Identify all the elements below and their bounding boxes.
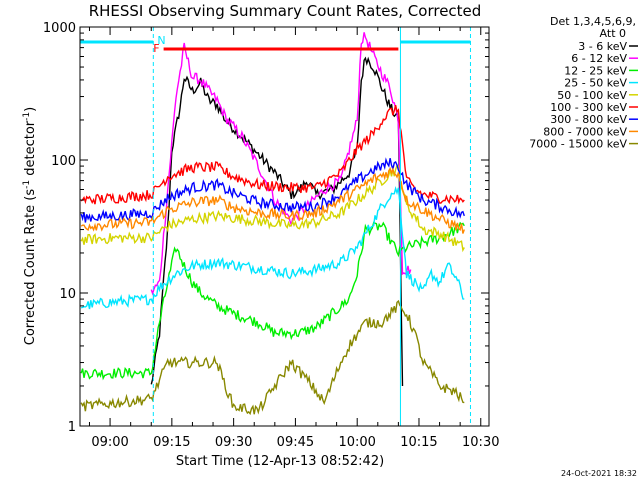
y-tick-label-1: 10 xyxy=(59,287,76,302)
x-tick-label-0: 09:00 xyxy=(91,435,128,450)
y-axis-label: Corrected Count Rate (s-1 detector-1) xyxy=(22,107,38,345)
y-tick-label-0: 1 xyxy=(68,420,76,435)
plot-frame xyxy=(79,26,490,427)
legend-entry-6: 300 - 800 keV xyxy=(550,113,627,126)
timestamp: 24-Oct-2021 18:32 xyxy=(561,469,637,478)
x-axis-label: Start Time (12-Apr-13 08:52:42) xyxy=(176,454,384,469)
legend-entry-1: 6 - 12 keV xyxy=(571,52,627,65)
chart-title: RHESSI Observing Summary Count Rates, Co… xyxy=(89,2,482,20)
y-axis: 1 10 100 1000 xyxy=(43,21,489,435)
y-tick-label-3: 1000 xyxy=(43,21,76,36)
x-axis: 09:00 09:15 09:30 09:45 10:00 10:15 10:30 xyxy=(88,27,499,450)
flare-flag-label: F xyxy=(153,42,159,55)
legend-entry-8: 7000 - 15000 keV xyxy=(529,138,627,151)
legend-entry-5: 100 - 300 keV xyxy=(550,101,627,114)
legend-entry-2: 12 - 25 keV xyxy=(564,64,627,77)
legend-header-line-2: Att 0 xyxy=(600,27,626,40)
x-tick-label-4: 10:00 xyxy=(338,435,375,450)
y-tick-label-2: 100 xyxy=(51,154,76,169)
night-flag-label: N xyxy=(157,34,165,47)
x-tick-label-1: 09:15 xyxy=(153,435,190,450)
x-tick-label-2: 09:30 xyxy=(215,435,252,450)
x-tick-label-5: 10:15 xyxy=(400,435,437,450)
legend-entry-7: 800 - 7000 keV xyxy=(543,125,627,138)
legend-entry-4: 50 - 100 keV xyxy=(557,89,627,102)
x-tick-label-3: 09:45 xyxy=(277,435,314,450)
legend-entry-3: 25 - 50 keV xyxy=(564,77,627,90)
legend-entry-0: 3 - 6 keV xyxy=(578,40,627,53)
series-line-0 xyxy=(150,56,404,387)
flag-markers: NF xyxy=(80,27,471,426)
legend-header-line-1: Det 1,3,4,5,6,9, xyxy=(550,15,636,28)
x-tick-label-6: 10:30 xyxy=(462,435,499,450)
